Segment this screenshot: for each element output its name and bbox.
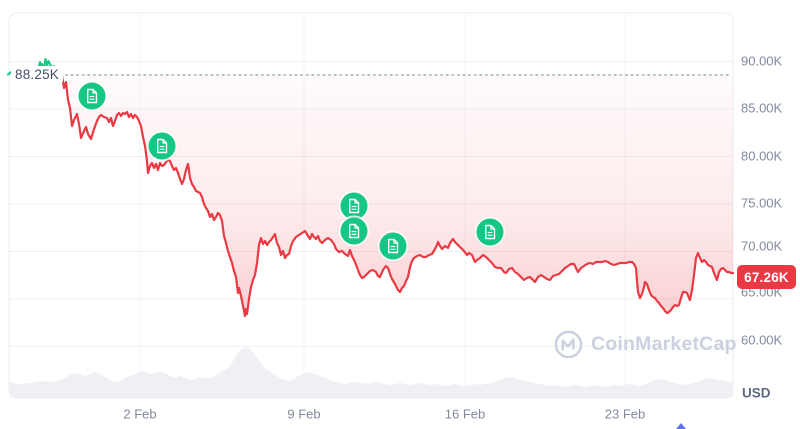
news-marker[interactable] bbox=[379, 232, 407, 260]
y-axis-label: 85.00K bbox=[741, 100, 783, 116]
document-icon bbox=[349, 198, 360, 214]
current-price-badge: 67.26K bbox=[737, 265, 796, 289]
baseline-price-label: 88.25K bbox=[11, 66, 63, 84]
document-icon bbox=[485, 224, 496, 240]
document-icon bbox=[87, 88, 98, 104]
x-axis-label: 2 Feb bbox=[123, 406, 157, 422]
currency-label: USD bbox=[742, 385, 771, 401]
news-marker[interactable] bbox=[78, 82, 106, 110]
news-marker[interactable] bbox=[340, 192, 368, 220]
coinmarketcap-logo-icon bbox=[554, 330, 583, 359]
y-axis-label: 75.00K bbox=[741, 195, 783, 211]
x-axis-label: 23 Feb bbox=[604, 406, 646, 422]
document-icon bbox=[349, 223, 360, 239]
document-icon bbox=[157, 138, 168, 154]
y-axis-label: 80.00K bbox=[741, 148, 783, 164]
y-axis-label: 60.00K bbox=[741, 332, 783, 348]
blue-arrow-tip bbox=[676, 423, 686, 429]
x-axis-label: 16 Feb bbox=[444, 406, 486, 422]
news-marker[interactable] bbox=[340, 217, 368, 245]
coinmarketcap-watermark: CoinMarketCap bbox=[553, 329, 737, 360]
news-marker[interactable] bbox=[476, 218, 504, 246]
y-axis-label: 90.00K bbox=[741, 53, 783, 69]
document-icon bbox=[388, 238, 399, 254]
y-axis-label: 70.00K bbox=[741, 238, 783, 254]
x-axis-label: 9 Feb bbox=[287, 406, 321, 422]
news-marker[interactable] bbox=[148, 132, 176, 160]
watermark-text: CoinMarketCap bbox=[591, 333, 737, 355]
